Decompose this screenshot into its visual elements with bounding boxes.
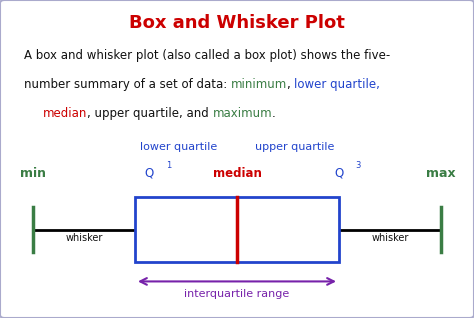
Text: interquartile range: interquartile range bbox=[184, 289, 290, 299]
Text: ,: , bbox=[287, 78, 294, 91]
Text: .: . bbox=[272, 107, 276, 120]
Text: , upper quartile, and: , upper quartile, and bbox=[87, 107, 212, 120]
Text: lower quartile: lower quartile bbox=[140, 142, 217, 151]
Text: median: median bbox=[212, 167, 262, 180]
Text: lower quartile,: lower quartile, bbox=[294, 78, 380, 91]
Text: max: max bbox=[426, 167, 456, 180]
Text: minimum: minimum bbox=[231, 78, 287, 91]
Text: 3: 3 bbox=[356, 161, 361, 169]
Text: median: median bbox=[43, 107, 87, 120]
Text: 1: 1 bbox=[166, 161, 171, 169]
Text: whisker: whisker bbox=[65, 233, 103, 243]
Text: number summary of a set of data:: number summary of a set of data: bbox=[24, 78, 231, 91]
Text: maximum: maximum bbox=[212, 107, 272, 120]
Text: Q: Q bbox=[145, 167, 154, 180]
Bar bbox=[135, 197, 339, 262]
Text: Q: Q bbox=[334, 167, 344, 180]
Text: Box and Whisker Plot: Box and Whisker Plot bbox=[129, 14, 345, 32]
Text: min: min bbox=[20, 167, 46, 180]
Text: upper quartile: upper quartile bbox=[255, 142, 334, 151]
Text: whisker: whisker bbox=[371, 233, 409, 243]
Text: A box and whisker plot (also called a box plot) shows the five-: A box and whisker plot (also called a bo… bbox=[24, 49, 390, 62]
